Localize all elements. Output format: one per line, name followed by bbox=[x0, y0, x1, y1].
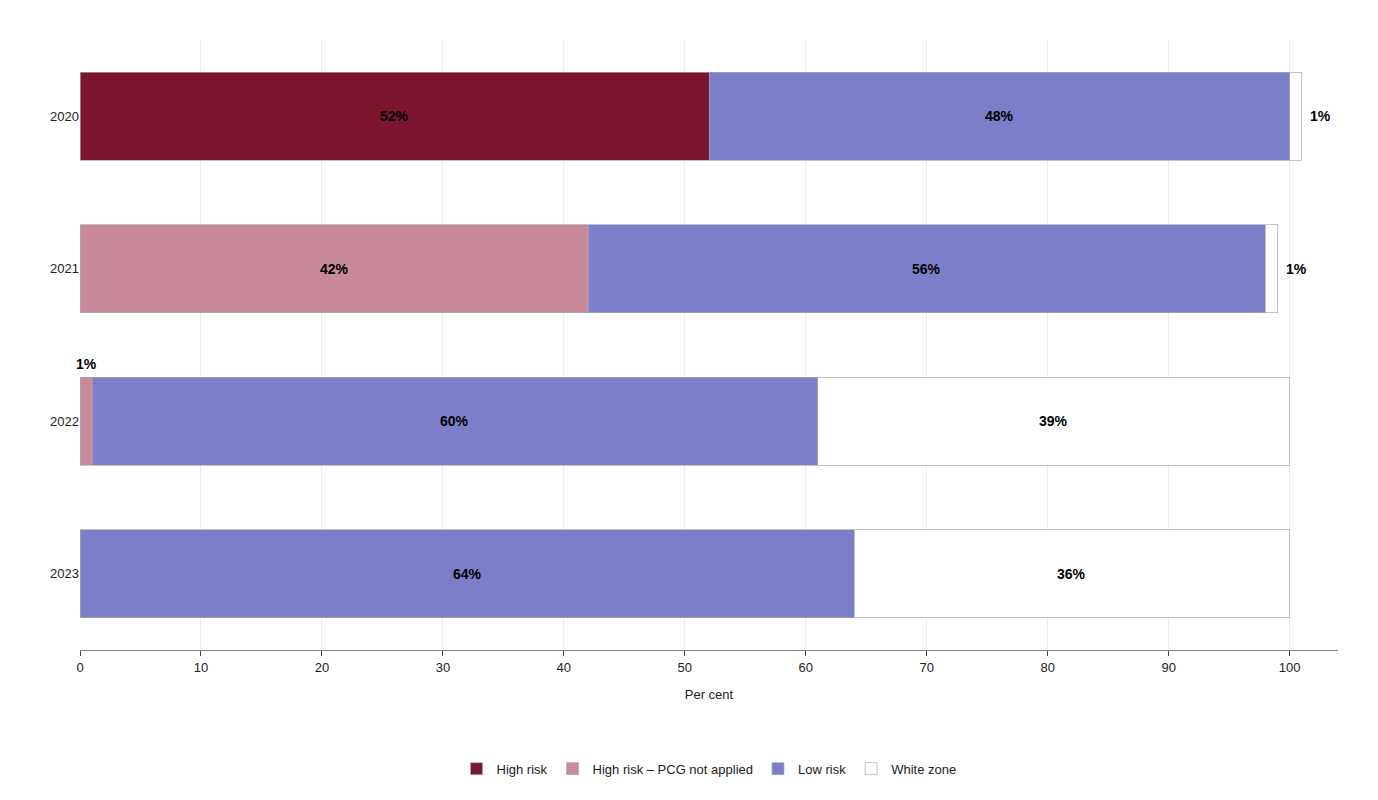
svg-text:100: 100 bbox=[1279, 660, 1301, 675]
svg-text:2022: 2022 bbox=[50, 414, 79, 429]
svg-text:20: 20 bbox=[315, 660, 329, 675]
svg-text:2020: 2020 bbox=[50, 109, 79, 124]
svg-text:1%: 1% bbox=[76, 356, 97, 372]
svg-text:2023: 2023 bbox=[50, 566, 79, 581]
svg-text:White zone: White zone bbox=[891, 762, 956, 777]
svg-text:60%: 60% bbox=[440, 413, 469, 429]
svg-text:56%: 56% bbox=[912, 261, 941, 277]
svg-text:1%: 1% bbox=[1286, 261, 1307, 277]
svg-text:90: 90 bbox=[1161, 660, 1175, 675]
svg-text:39%: 39% bbox=[1039, 413, 1068, 429]
svg-text:50: 50 bbox=[678, 660, 692, 675]
svg-text:60: 60 bbox=[799, 660, 813, 675]
svg-text:Per cent: Per cent bbox=[685, 687, 734, 702]
svg-text:36%: 36% bbox=[1057, 566, 1086, 582]
svg-text:0: 0 bbox=[76, 660, 83, 675]
svg-text:High risk – PCG not applied: High risk – PCG not applied bbox=[593, 762, 753, 777]
svg-text:48%: 48% bbox=[985, 108, 1014, 124]
svg-text:10: 10 bbox=[194, 660, 208, 675]
svg-text:52%: 52% bbox=[380, 108, 409, 124]
svg-text:80: 80 bbox=[1040, 660, 1054, 675]
svg-text:2021: 2021 bbox=[50, 261, 79, 276]
svg-text:30: 30 bbox=[436, 660, 450, 675]
svg-text:40: 40 bbox=[557, 660, 571, 675]
svg-text:Low risk: Low risk bbox=[798, 762, 846, 777]
svg-text:42%: 42% bbox=[320, 261, 349, 277]
svg-text:1%: 1% bbox=[1310, 108, 1331, 124]
svg-text:70: 70 bbox=[919, 660, 933, 675]
svg-text:64%: 64% bbox=[453, 566, 482, 582]
svg-text:High risk: High risk bbox=[497, 762, 548, 777]
